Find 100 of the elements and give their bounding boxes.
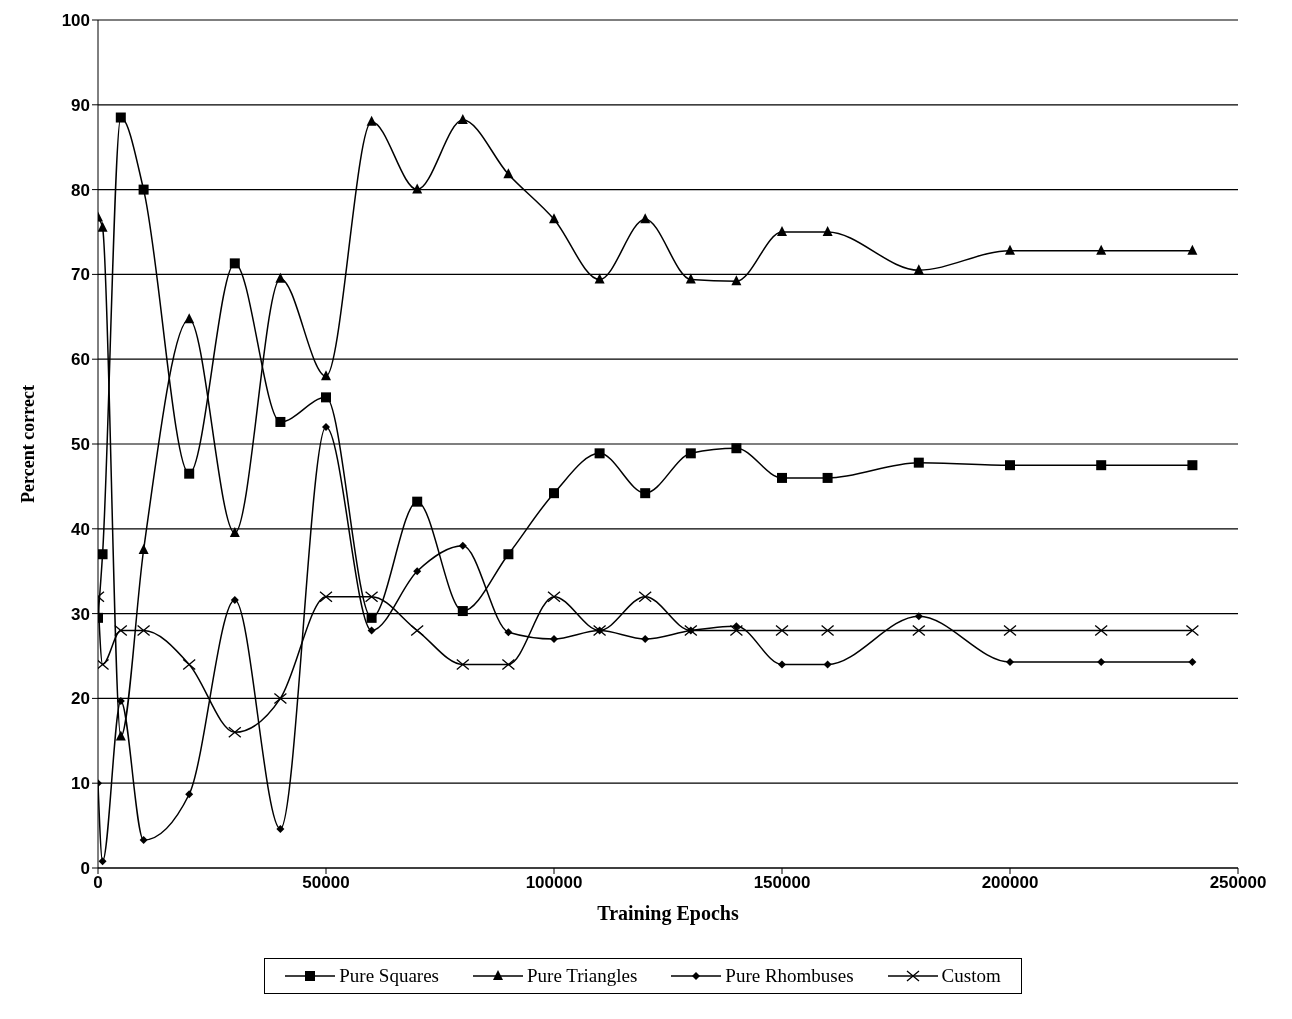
point (458, 541, 467, 550)
point (456, 658, 470, 671)
point (731, 443, 742, 454)
point (913, 457, 924, 468)
legend-label: Pure Squares (339, 965, 440, 987)
point (1003, 624, 1017, 637)
point (138, 544, 149, 554)
point (457, 606, 468, 617)
point (319, 590, 333, 603)
point (1096, 244, 1107, 255)
point (822, 226, 833, 236)
point (367, 626, 376, 635)
point (1187, 244, 1198, 255)
point (1005, 460, 1015, 471)
x-tick-label: 150000 (753, 873, 811, 893)
y-tick-label: 60 (71, 350, 90, 370)
y-tick-label: 90 (71, 95, 90, 115)
y-tick-label: 40 (71, 519, 90, 539)
point (184, 468, 195, 479)
point (115, 730, 126, 741)
point (229, 527, 240, 538)
x-tick-label: 50000 (302, 873, 350, 893)
point (912, 624, 926, 637)
point (503, 549, 514, 560)
point (641, 635, 650, 644)
point (322, 423, 330, 432)
y-tick-label: 50 (71, 435, 90, 455)
point (412, 496, 423, 507)
point (321, 370, 331, 381)
point (98, 857, 107, 866)
point (321, 392, 331, 403)
point (501, 658, 516, 671)
point (184, 313, 195, 324)
y-tick-label: 70 (71, 265, 90, 285)
point (228, 726, 242, 738)
point (273, 692, 288, 705)
point (685, 273, 696, 284)
y-axis-title: Percent correct (18, 385, 39, 503)
point (1097, 657, 1106, 666)
y-tick-label: 20 (71, 689, 90, 709)
point (98, 221, 108, 232)
point (549, 488, 559, 499)
point (550, 635, 558, 644)
x-axis-title: Training Epochs (597, 902, 739, 925)
point (457, 114, 468, 125)
point (98, 658, 110, 671)
point (823, 660, 832, 669)
legend-label: Custom (941, 965, 1001, 987)
point (640, 213, 651, 224)
point (775, 624, 789, 637)
point (731, 275, 742, 286)
point (1188, 657, 1197, 666)
point (412, 183, 423, 194)
point (230, 596, 239, 605)
x-tick-label: 100000 (525, 873, 583, 893)
point (116, 696, 125, 705)
point (504, 628, 513, 637)
point (366, 115, 377, 126)
point (777, 472, 787, 483)
point (820, 624, 835, 637)
point (1006, 657, 1014, 666)
point (638, 590, 652, 603)
x-tick-label: 250000 (1209, 873, 1267, 893)
x-tick-label: 200000 (981, 873, 1039, 893)
point (275, 416, 286, 427)
point (1185, 624, 1200, 637)
point (1187, 460, 1198, 471)
point (115, 112, 126, 123)
point (729, 624, 744, 637)
y-tick-label: 80 (71, 180, 90, 200)
point (1096, 460, 1107, 471)
point (98, 549, 108, 560)
point (276, 824, 285, 833)
point (594, 448, 605, 459)
point (547, 590, 561, 603)
point (640, 488, 651, 499)
point (1005, 244, 1015, 255)
point (364, 590, 379, 603)
point (1094, 624, 1108, 637)
point (182, 658, 196, 671)
point (114, 624, 128, 637)
point (777, 226, 787, 236)
point (138, 184, 149, 195)
point (914, 612, 923, 621)
point (185, 790, 194, 799)
y-tick-label: 100 (61, 11, 90, 31)
point (685, 448, 696, 459)
point (503, 168, 514, 179)
point (229, 258, 240, 269)
point (410, 624, 424, 637)
legend-label: Pure Rhombuses (725, 965, 854, 987)
y-tick-label: 30 (71, 604, 90, 624)
y-tick-label: 10 (71, 774, 90, 794)
point (275, 272, 286, 283)
point (549, 213, 559, 224)
point (139, 836, 148, 845)
point (913, 264, 924, 275)
y-tick-label: 0 (80, 859, 90, 879)
legend-label: Pure Triangles (527, 965, 638, 987)
point (366, 612, 377, 623)
